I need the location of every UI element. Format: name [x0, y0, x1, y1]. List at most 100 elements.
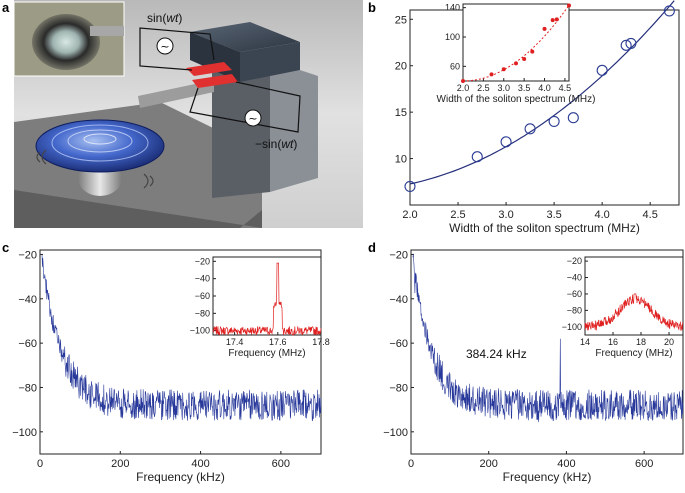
y-tick-label: 20: [395, 61, 407, 73]
actuator-upper: [186, 62, 232, 76]
x-tick-label: 4.5: [559, 83, 572, 93]
data-point: [501, 67, 506, 72]
y-tick-label: −80: [195, 308, 210, 318]
data-point: [522, 57, 527, 61]
y-tick-label: −20: [195, 256, 210, 266]
data-point: [567, 112, 579, 124]
panel-b: b 2.0 2.5 3.0 3.5 4.0 4.5 10 15 20 25 Width of the…: [368, 0, 680, 235]
x-tick-label: 3.0: [498, 83, 511, 93]
x-tick-label: 4.0: [594, 209, 609, 221]
data-point: [625, 37, 637, 49]
label-negsin: −sin(wt): [255, 137, 297, 151]
x-tick-label: 4.0: [538, 83, 551, 93]
x-tick-label: 600: [635, 458, 653, 470]
x-tick-label: 17.8: [312, 337, 330, 347]
y-tick-label: −20: [567, 256, 582, 266]
plot-frame: [39, 249, 322, 455]
x-tick-label: 3.5: [546, 209, 561, 221]
disk-ring-2: [67, 129, 133, 153]
piezo-block-top: [190, 22, 300, 52]
x-axis-label: Frequency (MHz): [595, 348, 672, 359]
x-tick-label: 14: [580, 337, 590, 347]
label-sin: sin(wt): [147, 11, 182, 25]
x-tick-label: 400: [191, 458, 209, 470]
inset-spectrum-trace: [212, 262, 322, 336]
plot-frame: [410, 249, 684, 455]
panel-c: c 0 200 400 600 −20 −40 −60 −80 −100 Frequency (k…: [2, 240, 330, 484]
wave-right-icon: [143, 173, 154, 189]
x-tick-label: 4.5: [643, 209, 658, 221]
spectrum-trace: [412, 254, 684, 423]
panel-a: ~ ~ sin(wt) −sin(wt) a: [2, 0, 363, 228]
x-tick-label: 0: [408, 458, 414, 470]
data-point: [596, 64, 608, 76]
y-tick-label: 25: [395, 14, 407, 26]
wire-lower: [189, 81, 301, 133]
inset-background: [213, 257, 321, 335]
data-point: [550, 18, 555, 23]
panel-a-letter: a: [2, 0, 10, 15]
data-point: [500, 136, 512, 148]
x-tick-label: 2.5: [477, 83, 490, 93]
plot-frame: [462, 3, 570, 82]
panel-c-letter: c: [2, 240, 9, 255]
chart-d-main: 0 200 400 600 −20 −40 −60 −80 −100 Frequency (kHz…: [383, 249, 684, 484]
support-side: [270, 60, 318, 192]
y-tick-label: 140: [445, 3, 460, 13]
piezo-block-side: [240, 42, 300, 82]
y-tick-label: −40: [567, 273, 582, 283]
x-tick-label: 600: [272, 458, 290, 470]
x-tick-label: 3.0: [498, 209, 513, 221]
source-lower-glyph: ~: [248, 112, 257, 125]
photo-inset-disk: [32, 14, 100, 70]
data-point: [461, 79, 465, 83]
y-tick-label: −100: [562, 322, 582, 332]
actuator-lower: [192, 74, 238, 88]
x-tick-label: 17.4: [226, 337, 244, 347]
panel-d: d 0 200 400 600 −20 −40 −60 −80 −100 Frequency (k…: [368, 240, 684, 484]
x-tick-label: 400: [557, 458, 575, 470]
y-tick-label: −80: [18, 382, 37, 394]
data-point: [489, 72, 494, 77]
inset-background: [463, 4, 569, 81]
y-tick-label: −40: [18, 294, 37, 306]
x-tick-label: 3.5: [518, 83, 531, 93]
wave-left-icon: [36, 149, 47, 165]
support-front: [212, 60, 270, 198]
data-point: [567, 3, 571, 8]
x-axis-label: Width of the soliton spectrum (MHz): [437, 94, 596, 105]
chart-b-inset: 2.0 2.5 3.0 3.5 4.0 4.5 60 100 140 Width of the s…: [437, 3, 596, 105]
y-tick-label: −60: [567, 289, 582, 299]
x-tick-label: 2.0: [402, 209, 417, 221]
x-tick-label: 2.0: [457, 83, 470, 93]
y-tick-label: −80: [389, 382, 408, 394]
source-lower-icon: [244, 109, 262, 127]
y-tick-label: 60: [450, 61, 460, 71]
y-tick-label: −20: [389, 249, 408, 261]
spike-annotation: 384.24 kHz: [466, 347, 527, 361]
y-tick-label: −60: [18, 338, 37, 350]
disk-resonator: [35, 119, 165, 173]
chart-c-main: 0 200 400 600 −20 −40 −60 −80 −100 Frequency (kHz…: [12, 249, 322, 484]
x-tick-label: 0: [37, 458, 43, 470]
x-tick-label: 2.5: [450, 209, 465, 221]
disk-ring-1: [51, 124, 149, 162]
y-tick-label: −40: [195, 274, 210, 284]
data-point: [542, 26, 547, 31]
data-point: [514, 61, 518, 66]
source-upper-glyph: ~: [160, 40, 169, 53]
data-point: [554, 17, 559, 22]
chart-c-inset: 17.4 17.6 17.8 −20 −40 −60 −80 −100 Frequency (M…: [190, 256, 330, 359]
y-tick-label: 10: [395, 154, 407, 166]
x-axis-label: Frequency (MHz): [228, 348, 305, 359]
source-upper-icon: [156, 37, 174, 55]
y-tick-label: −100: [383, 427, 408, 439]
x-axis-label: Frequency (kHz): [136, 470, 225, 484]
y-tick-label: −100: [190, 326, 210, 336]
y-tick-label: 100: [445, 32, 460, 42]
data-point: [404, 180, 416, 192]
inset-spectrum-trace: [584, 293, 684, 331]
x-tick-label: 20: [664, 337, 674, 347]
data-point: [663, 5, 675, 17]
x-tick-label: 200: [111, 458, 129, 470]
